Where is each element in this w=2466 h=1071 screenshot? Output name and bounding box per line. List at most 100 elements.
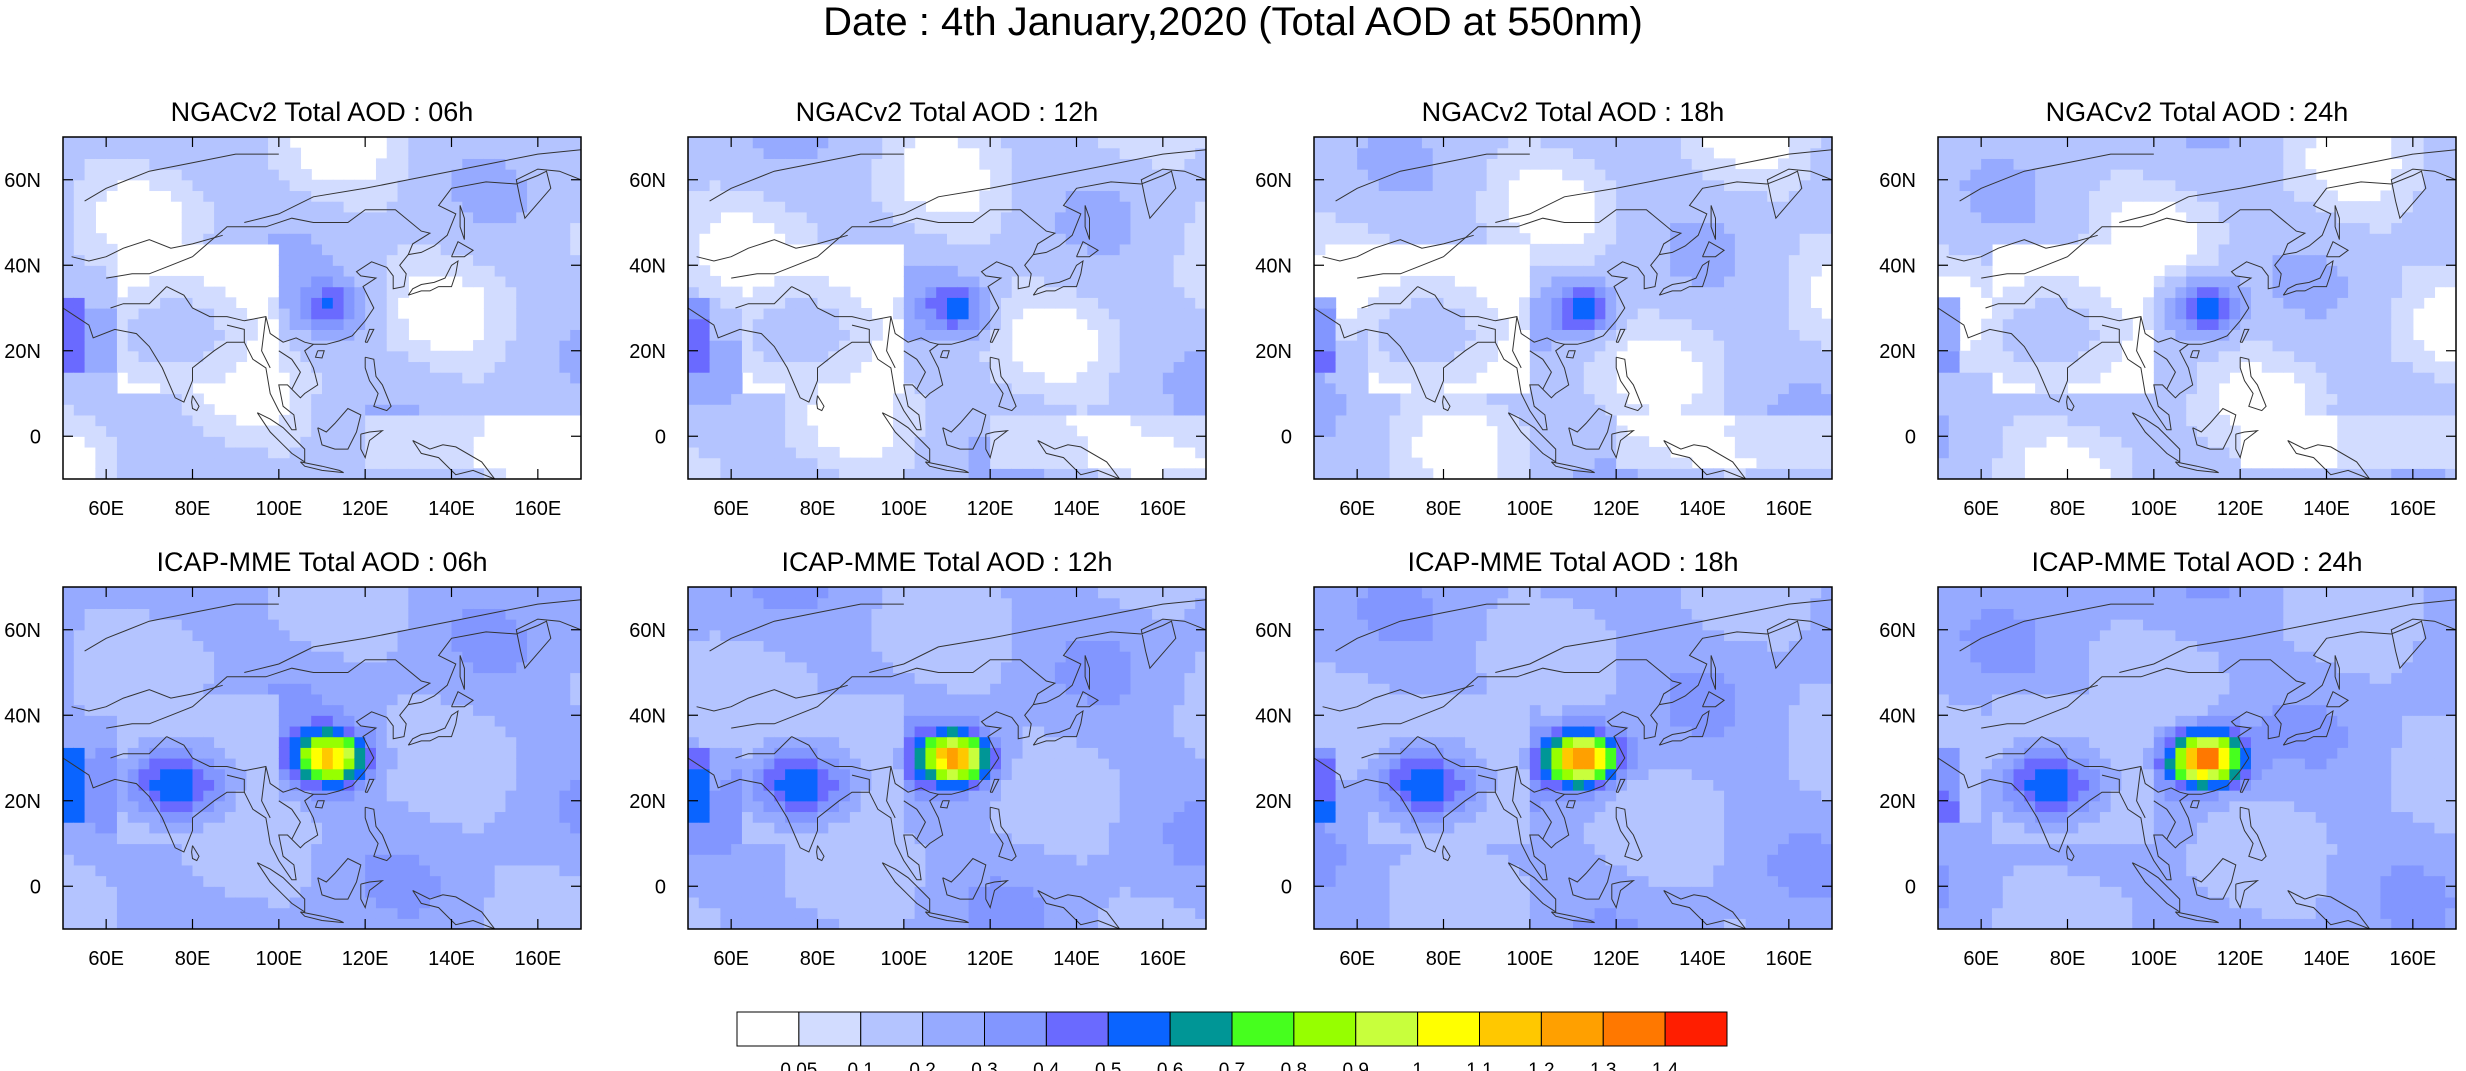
aod-cell bbox=[408, 265, 420, 277]
aod-cell bbox=[440, 222, 453, 234]
aod-cell bbox=[2175, 446, 2187, 459]
aod-cell bbox=[1970, 404, 1982, 416]
aod-cell bbox=[224, 457, 237, 469]
aod-cell bbox=[1346, 147, 1358, 159]
aod-cell bbox=[1991, 468, 2004, 479]
aod-cell bbox=[224, 468, 237, 479]
aod-cell bbox=[2229, 275, 2241, 288]
aod-cell bbox=[1637, 404, 1650, 416]
aod-cell bbox=[2240, 254, 2252, 266]
aod-cell bbox=[893, 414, 905, 427]
aod-cell bbox=[1108, 393, 1121, 405]
coastline bbox=[1076, 240, 1100, 258]
aod-cell bbox=[1346, 158, 1358, 170]
aod-cell bbox=[2402, 425, 2414, 437]
aod-cell bbox=[1821, 169, 1832, 181]
aod-cell bbox=[828, 190, 840, 202]
aod-cell bbox=[2304, 179, 2317, 192]
aod-cell bbox=[1959, 372, 1971, 384]
aod-cell bbox=[375, 318, 388, 330]
aod-cell bbox=[1959, 243, 1971, 256]
aod-cell bbox=[1637, 233, 1650, 245]
aod-cell bbox=[483, 147, 496, 159]
aod-cell bbox=[1324, 436, 1337, 448]
aod-cell bbox=[224, 318, 237, 330]
aod-cell bbox=[2089, 137, 2101, 149]
aod-cell bbox=[741, 340, 754, 352]
aod-cell bbox=[1970, 436, 1982, 448]
aod-cell bbox=[1670, 308, 1682, 320]
aod-cell bbox=[2304, 340, 2317, 352]
aod-cell bbox=[1184, 254, 1196, 266]
aod-cell bbox=[817, 179, 829, 192]
aod-cell bbox=[979, 404, 991, 416]
aod-cell bbox=[1756, 457, 1768, 469]
aod-cell bbox=[1141, 297, 1153, 309]
aod-cell bbox=[429, 243, 442, 256]
aod-cell bbox=[1162, 233, 1175, 245]
aod-cell bbox=[1184, 137, 1196, 149]
aod-cell bbox=[2402, 340, 2414, 352]
aod-cell bbox=[1098, 468, 1110, 479]
aod-cell bbox=[2002, 233, 2015, 245]
aod-cell bbox=[2056, 425, 2069, 437]
aod-cell bbox=[429, 211, 442, 224]
aod-cell bbox=[2175, 275, 2187, 288]
aod-cell bbox=[354, 318, 366, 330]
aod-cell bbox=[957, 286, 970, 298]
aod-cell bbox=[1454, 404, 1466, 416]
aod-cell bbox=[408, 372, 420, 384]
aod-cell bbox=[1054, 179, 1067, 192]
aod-cell bbox=[322, 233, 334, 245]
aod-cell bbox=[1432, 137, 1445, 149]
aod-cell bbox=[451, 211, 463, 224]
aod-cell bbox=[698, 446, 711, 459]
aod-cell bbox=[2089, 297, 2101, 309]
aod-cell bbox=[2229, 436, 2241, 448]
aod-cell bbox=[181, 404, 194, 416]
aod-cell bbox=[473, 179, 485, 192]
aod-cell bbox=[203, 404, 215, 416]
aod-cell bbox=[2175, 318, 2187, 330]
aod-cell bbox=[1981, 414, 1993, 427]
aod-cell bbox=[2304, 190, 2317, 202]
aod-cell bbox=[1680, 158, 1693, 170]
coastline bbox=[816, 395, 825, 412]
aod-cell bbox=[688, 350, 700, 363]
aod-cell bbox=[2402, 286, 2414, 298]
aod-cell bbox=[860, 340, 873, 352]
aod-cell bbox=[914, 436, 927, 448]
aod-cell bbox=[1991, 414, 2004, 427]
aod-cell bbox=[1562, 340, 1574, 352]
aod-cell bbox=[429, 179, 442, 192]
aod-cell bbox=[235, 222, 248, 234]
aod-cell bbox=[2056, 297, 2069, 309]
aod-cell bbox=[160, 169, 172, 181]
aod-cell bbox=[170, 275, 183, 288]
aod-cell bbox=[214, 190, 226, 202]
aod-cell bbox=[1938, 382, 1950, 395]
aod-cell bbox=[570, 372, 581, 384]
aod-cell bbox=[1367, 147, 1380, 159]
aod-cell bbox=[332, 222, 345, 234]
aod-cell bbox=[990, 382, 1002, 395]
aod-cell bbox=[192, 425, 204, 437]
aod-cell bbox=[795, 179, 808, 192]
aod-cell bbox=[462, 222, 474, 234]
aod-cell bbox=[1745, 286, 1758, 298]
aod-cell bbox=[1098, 233, 1110, 245]
aod-cell bbox=[1734, 222, 1747, 234]
aod-cell bbox=[1465, 222, 1477, 234]
aod-cell bbox=[2056, 147, 2069, 159]
aod-cell bbox=[1724, 169, 1736, 181]
aod-cell bbox=[160, 137, 172, 149]
aod-cell bbox=[116, 308, 129, 320]
aod-cell bbox=[2110, 158, 2123, 170]
aod-cell bbox=[1519, 468, 1531, 479]
aod-cell bbox=[1314, 137, 1326, 149]
aod-cell bbox=[1162, 382, 1175, 395]
aod-cell bbox=[1411, 190, 1423, 202]
aod-cell bbox=[429, 350, 442, 363]
aod-cell bbox=[1778, 382, 1790, 395]
aod-cell bbox=[947, 436, 959, 448]
